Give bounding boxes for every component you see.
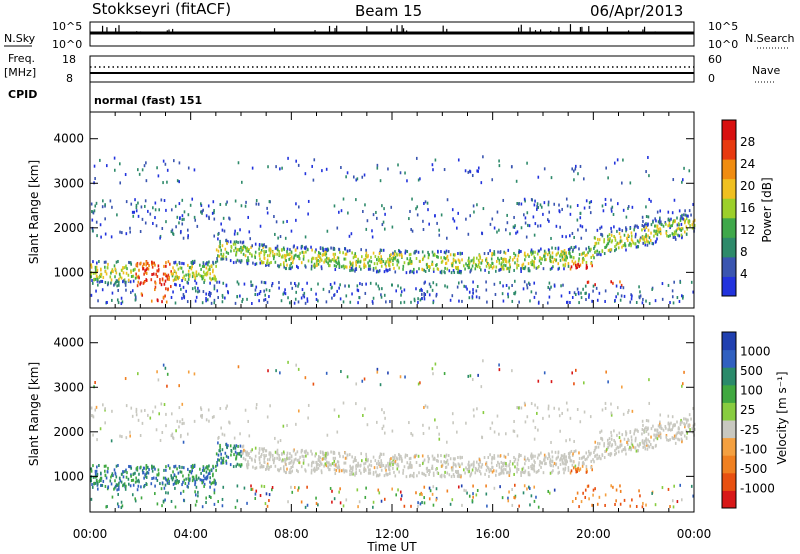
velocity-cbar-tick: -25 — [740, 423, 760, 437]
freq-panel: Freq. [MHz] 18 8 60 0 Nave — [4, 52, 780, 85]
power-cbar-tick: 24 — [740, 157, 755, 171]
station-title: Stokkseyri (fitACF) — [92, 0, 231, 18]
colorbar-swatch — [722, 178, 736, 199]
velocity-heatmap — [90, 359, 696, 510]
power-cbar-tick: 8 — [740, 245, 748, 259]
velocity-cbar-tick: -1000 — [740, 481, 775, 495]
colorbar-swatch — [722, 349, 736, 368]
cpid-panel: CPID normal (fast) 151 — [8, 82, 202, 112]
colorbar-swatch — [722, 490, 736, 509]
power-cbar-tick: 28 — [740, 135, 755, 149]
colorbar-swatch — [722, 367, 736, 386]
colorbar-swatch — [722, 384, 736, 403]
colorbar-swatch — [722, 159, 736, 180]
colorbar-swatch — [722, 402, 736, 421]
y-tick-label: 1000 — [53, 469, 84, 483]
noise-left-tick-bottom: 10^0 — [52, 38, 82, 51]
power-cbar-tick: 16 — [740, 201, 755, 215]
x-tick-label: 04:00 — [173, 527, 208, 541]
time-axis: 00:00 04:00 08:00 12:00 16:00 20:00 00:00 — [73, 527, 712, 541]
y-tick-label: 2000 — [53, 425, 84, 439]
x-tick-label: 00:00 — [73, 527, 108, 541]
noise-left-tick-top: 10^5 — [52, 20, 82, 33]
velocity-cbar-label: Velocity [m s⁻¹] — [775, 371, 789, 464]
colorbar-swatch — [722, 437, 736, 456]
velocity-axes: 1000 2000 3000 4000 — [53, 316, 695, 512]
x-tick-label: 00:00 — [677, 527, 712, 541]
colorbar-swatch — [722, 332, 736, 351]
power-cbar-tick: 12 — [740, 223, 755, 237]
power-cbar-tick: 4 — [740, 267, 748, 281]
x-tick-label: 16:00 — [475, 527, 510, 541]
mhz-label: [MHz] — [4, 66, 36, 79]
noise-right-tick-top: 10^5 — [708, 20, 738, 33]
nsearch-label: N.Search — [745, 32, 795, 45]
colorbar-swatch — [722, 120, 736, 141]
velocity-panel: 1000 2000 3000 4000 Slant Range [km] 1000 50… — [27, 315, 789, 513]
colorbar-swatch — [722, 256, 736, 277]
colorbar-swatch — [722, 276, 736, 297]
velocity-cbar-tick: 25 — [740, 403, 755, 417]
y-tick-label: 3000 — [53, 380, 84, 394]
cpid-label: CPID — [8, 88, 37, 101]
time-axis-label: Time UT — [366, 540, 417, 554]
colorbar-swatch — [722, 139, 736, 160]
y-tick-label: 3000 — [53, 176, 84, 190]
freq-left-tick-bottom: 8 — [66, 72, 73, 85]
velocity-cbar-tick: 500 — [740, 364, 763, 378]
power-cbar-label: Power [dB] — [760, 177, 774, 242]
velocity-colorbar: 1000 500 100 25 -25 -100 -500 -1000 — [721, 331, 775, 509]
noise-panel: N.Sky 10^5 10^0 10^5 10^0 N.Search — [4, 20, 795, 51]
velocity-ylabel: Slant Range [km] — [27, 362, 41, 466]
velocity-cbar-tick: -500 — [740, 462, 767, 476]
x-tick-label: 20:00 — [576, 527, 611, 541]
power-colorbar: 4 8 12 16 20 24 28 — [721, 119, 755, 297]
freq-right-tick-top: 60 — [708, 53, 722, 66]
colorbar-swatch — [722, 237, 736, 258]
velocity-cbar-tick: -100 — [740, 442, 767, 456]
cpid-value: normal (fast) 151 — [94, 94, 202, 107]
freq-left-tick-top: 18 — [62, 53, 76, 66]
colorbar-swatch — [722, 455, 736, 474]
x-tick-label: 12:00 — [375, 527, 410, 541]
noise-spikes — [101, 24, 692, 33]
nsky-label: N.Sky — [4, 32, 36, 45]
velocity-cbar-tick: 1000 — [740, 345, 771, 359]
power-axes: 1000 2000 3000 4000 — [53, 112, 695, 308]
x-tick-label: 08:00 — [274, 527, 309, 541]
freq-label: Freq. — [8, 52, 35, 65]
freq-right-tick-bottom: 0 — [708, 72, 715, 85]
colorbar-swatch — [722, 420, 736, 439]
beam-title: Beam 15 — [355, 2, 422, 20]
nave-label: Nave — [752, 64, 780, 77]
power-cbar-tick: 20 — [740, 179, 755, 193]
power-heatmap — [90, 155, 696, 306]
y-tick-label: 4000 — [53, 132, 84, 146]
noise-right-tick-bottom: 10^0 — [708, 38, 738, 51]
y-tick-label: 2000 — [53, 221, 84, 235]
velocity-cbar-tick: 100 — [740, 384, 763, 398]
colorbar-swatch — [722, 472, 736, 491]
power-ylabel: Slant Range [km] — [27, 160, 41, 264]
colorbar-swatch — [722, 198, 736, 219]
y-tick-label: 1000 — [53, 265, 84, 279]
colorbar-swatch — [722, 217, 736, 238]
date-title: 06/Apr/2013 — [590, 2, 683, 20]
power-panel: 1000 2000 3000 4000 Slant Range [km] 4 8 12 16… — [27, 111, 774, 309]
y-tick-label: 4000 — [53, 336, 84, 350]
